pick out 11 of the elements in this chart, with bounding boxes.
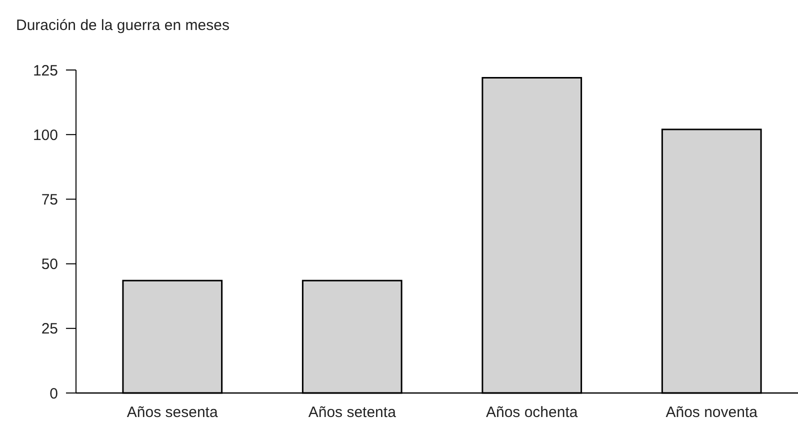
x-tick-label: Años setenta xyxy=(308,404,397,421)
x-tick-label: Años noventa xyxy=(666,404,758,421)
chart-title: Duración de la guerra en meses xyxy=(16,17,230,34)
y-tick-label: 75 xyxy=(41,191,58,208)
x-tick-label: Años sesenta xyxy=(126,404,218,421)
y-tick-label: 125 xyxy=(32,62,58,80)
y-tick-label: 100 xyxy=(32,126,58,144)
x-tick-label: Años ochenta xyxy=(486,404,578,421)
y-tick-label: 25 xyxy=(41,320,58,338)
y-tick-label: 0 xyxy=(50,385,58,402)
y-tick-label: 50 xyxy=(41,256,58,274)
